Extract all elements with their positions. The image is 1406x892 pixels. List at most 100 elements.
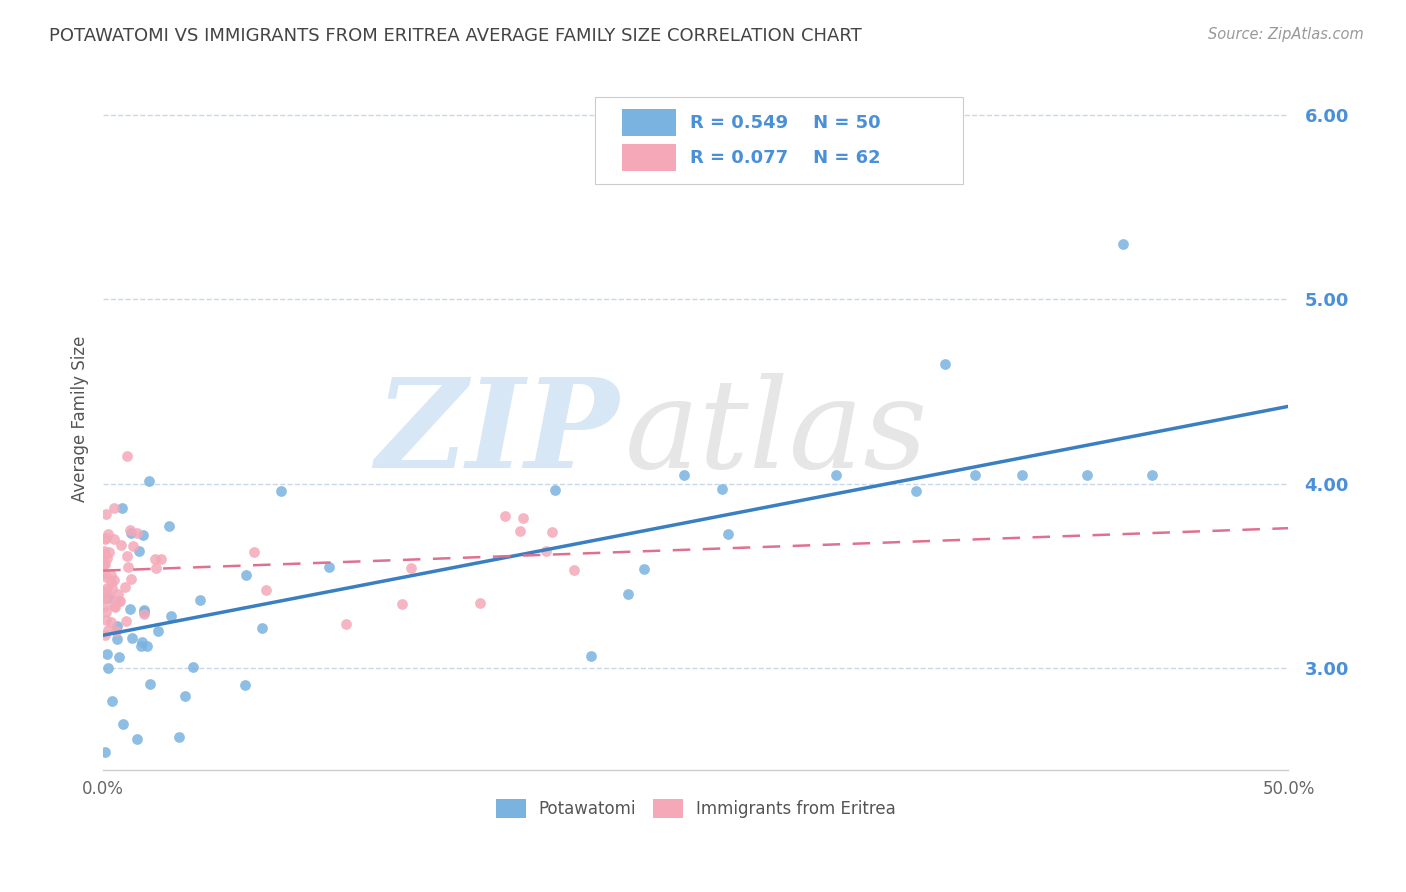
Point (1142, 467, 1164, 482)
Point (128, 544, 150, 558)
Point (120, 601, 142, 615)
Point (905, 483, 928, 498)
Point (127, 526, 149, 541)
Point (93, 544, 115, 558)
Point (1076, 467, 1098, 482)
Point (512, 510, 534, 524)
Point (107, 587, 129, 601)
Point (103, 532, 125, 546)
Point (1111, 236, 1133, 251)
Point (562, 563, 585, 577)
Point (509, 524, 531, 539)
Point (96, 581, 118, 595)
Point (1011, 467, 1033, 482)
Point (108, 594, 131, 608)
Point (934, 357, 956, 371)
Point (174, 689, 197, 703)
Point (139, 676, 162, 690)
Point (673, 467, 696, 482)
Point (114, 580, 136, 594)
Point (233, 678, 256, 692)
Point (169, 730, 191, 744)
Point (335, 616, 357, 631)
Point (97, 623, 120, 637)
Point (399, 561, 422, 575)
Point (117, 559, 139, 574)
Point (136, 639, 159, 653)
Y-axis label: Average Family Size: Average Family Size (72, 336, 89, 502)
Point (131, 634, 153, 648)
Point (94, 745, 117, 759)
Point (146, 624, 169, 639)
Point (963, 467, 986, 482)
Point (97, 661, 120, 675)
Point (96, 648, 118, 662)
Point (543, 483, 565, 498)
Point (115, 549, 138, 563)
Point (159, 608, 181, 623)
Point (138, 474, 160, 488)
Point (534, 544, 557, 558)
Point (94, 613, 117, 627)
Point (145, 561, 167, 575)
Point (93, 591, 115, 605)
Point (318, 559, 340, 574)
Point (93, 584, 115, 599)
Point (134, 605, 156, 619)
Point (494, 508, 516, 523)
Point (270, 484, 292, 499)
Point (541, 525, 564, 540)
Point (107, 650, 129, 665)
Point (93, 591, 115, 605)
Point (100, 615, 122, 629)
Text: R = 0.549    N = 50: R = 0.549 N = 50 (690, 113, 880, 131)
Point (93, 599, 115, 614)
Point (579, 648, 602, 663)
Point (717, 527, 740, 541)
Point (100, 567, 122, 582)
Point (633, 562, 655, 576)
Point (391, 597, 413, 611)
Point (824, 467, 846, 482)
Point (105, 618, 128, 632)
Point (120, 572, 142, 586)
Point (103, 599, 125, 613)
Point (118, 523, 141, 537)
Point (105, 632, 128, 646)
Point (112, 717, 135, 731)
Bar (623, 145, 676, 171)
Text: atlas: atlas (624, 373, 928, 494)
Legend: Potawatomi, Immigrants from Eritrea: Potawatomi, Immigrants from Eritrea (489, 792, 903, 825)
Point (132, 527, 155, 541)
Point (93, 557, 115, 571)
Point (188, 593, 211, 607)
Point (96, 551, 118, 566)
Point (134, 603, 156, 617)
Point (711, 482, 734, 496)
Point (93, 548, 115, 562)
Point (115, 449, 138, 463)
Text: POTAWATOMI VS IMMIGRANTS FROM ERITREA AVERAGE FAMILY SIZE CORRELATION CHART: POTAWATOMI VS IMMIGRANTS FROM ERITREA AV… (49, 27, 862, 45)
Point (98, 591, 121, 605)
Point (149, 552, 172, 566)
Point (242, 545, 264, 559)
Point (100, 694, 122, 708)
Point (94, 531, 117, 545)
Point (127, 731, 149, 746)
Point (94, 532, 117, 546)
Point (256, 582, 278, 597)
Point (250, 622, 273, 636)
Point (181, 659, 204, 673)
Point (94, 628, 117, 642)
Point (97, 591, 120, 605)
Point (93, 566, 115, 581)
Point (122, 540, 145, 554)
Point (120, 525, 142, 540)
Point (468, 596, 491, 610)
Point (94, 570, 117, 584)
Point (110, 538, 132, 552)
FancyBboxPatch shape (595, 96, 963, 185)
Text: R = 0.077    N = 62: R = 0.077 N = 62 (690, 149, 880, 167)
Point (97, 526, 120, 541)
Point (97, 545, 120, 559)
